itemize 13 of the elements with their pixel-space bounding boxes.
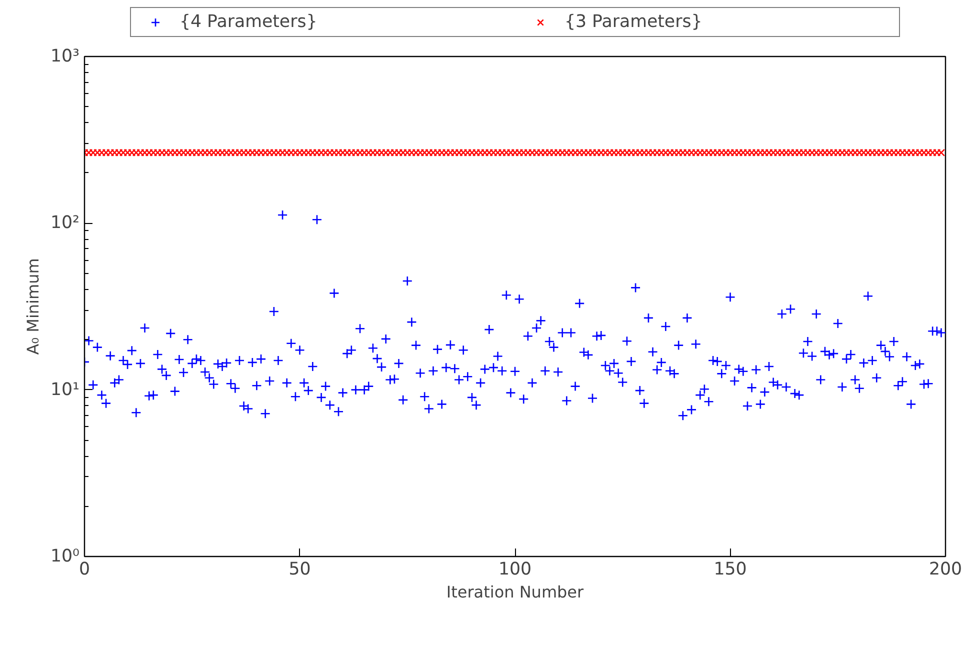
y-axis-title: A₀ Minimum — [24, 258, 43, 355]
x-tick-label: 100 — [498, 560, 532, 580]
y-tick-label: 10³ — [50, 46, 80, 66]
legend-label: {3 Parameters} — [564, 12, 704, 32]
x-tick-label: 150 — [714, 560, 747, 580]
legend-label: {4 Parameters} — [180, 12, 318, 32]
y-tick-label: 10⁰ — [50, 546, 80, 566]
y-tick-label: 10² — [50, 213, 80, 234]
y-tick-label: 10¹ — [50, 380, 80, 400]
x-axis-title: Iteration Number — [446, 582, 584, 602]
x-tick-label: 0 — [78, 560, 90, 580]
x-tick-label: 200 — [928, 560, 962, 580]
x-tick-label: 50 — [288, 560, 311, 580]
